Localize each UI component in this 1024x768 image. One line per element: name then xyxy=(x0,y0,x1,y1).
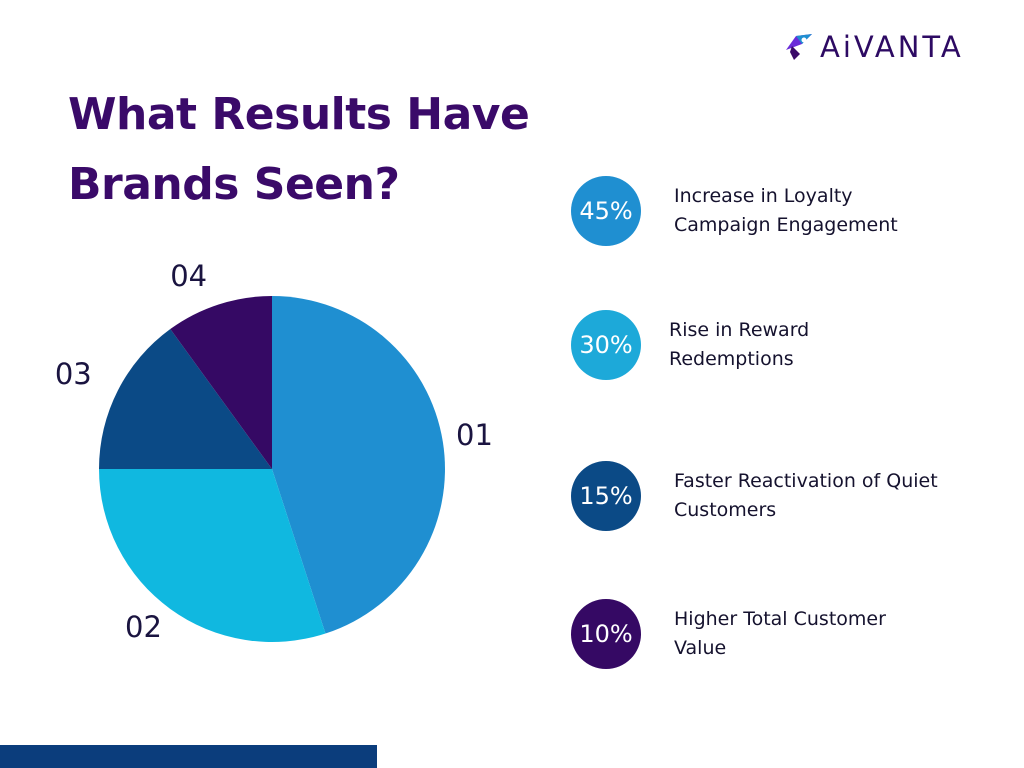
page-title-line-1: What Results Have xyxy=(68,89,530,140)
stat-badge: 10% xyxy=(571,599,641,669)
pie-label-03: 03 xyxy=(55,357,92,391)
pie-label-02: 02 xyxy=(125,610,162,644)
stat-badge: 15% xyxy=(571,461,641,531)
stat-item-2: 30% Rise in Reward Redemptions xyxy=(571,310,939,380)
rocket-logo-icon xyxy=(786,34,812,60)
page-title-line-2: Brands Seen? xyxy=(68,159,400,210)
stat-item-3: 15% Faster Reactivation of Quiet Custome… xyxy=(571,461,944,531)
pie-slice-03 xyxy=(99,329,272,469)
stat-badge: 30% xyxy=(571,310,641,380)
brand-name: AiVANTA xyxy=(820,30,964,64)
footer-accent-bar xyxy=(0,745,377,768)
stat-description: Rise in Reward Redemptions xyxy=(669,319,810,370)
pie-slice-04 xyxy=(170,296,272,469)
brand-logo: AiVANTA xyxy=(782,30,964,64)
stat-description: Higher Total Customer Value xyxy=(674,608,886,659)
stat-description: Increase in Loyalty Campaign Engagement xyxy=(674,185,898,236)
stat-item-1: 45% Increase in Loyalty Campaign Engagem… xyxy=(571,176,944,246)
stat-item-4: 10% Higher Total Customer Value xyxy=(571,599,944,669)
pie-chart: 01 02 03 04 xyxy=(55,259,493,644)
pie-label-01: 01 xyxy=(456,418,493,452)
stat-badge: 45% xyxy=(571,176,641,246)
pie-label-04: 04 xyxy=(170,259,207,293)
stat-description: Faster Reactivation of Quiet Customers xyxy=(674,470,938,521)
pie-slice-01 xyxy=(272,296,445,634)
page-title: What Results Have Brands Seen? xyxy=(68,80,530,220)
pie-slice-02 xyxy=(99,469,326,642)
